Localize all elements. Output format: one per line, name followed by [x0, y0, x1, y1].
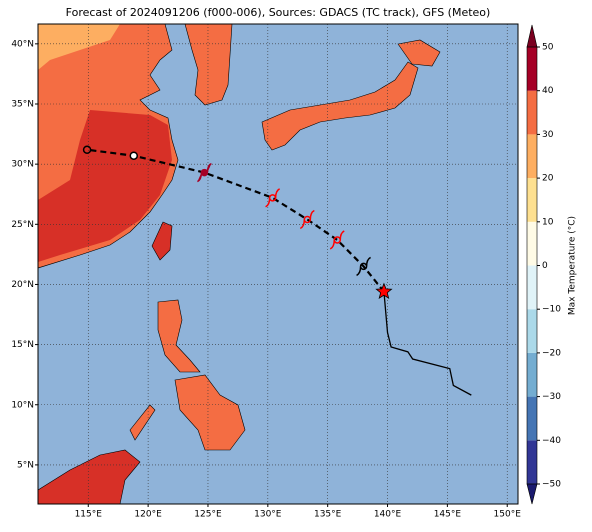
colorbar-tick-label: 0	[542, 261, 548, 271]
current-position	[375, 282, 393, 300]
taiwan	[151, 221, 173, 261]
china-warm	[38, 24, 120, 70]
visayas-mindanao	[174, 374, 246, 451]
forecast-point	[82, 145, 92, 154]
colorbar-label: Max Temperature (°C)	[568, 216, 578, 315]
colorbar-tick-label: −20	[542, 348, 561, 358]
y-tick-label: 20°N	[11, 280, 34, 290]
y-tick-label: 35°N	[11, 100, 34, 110]
colorbar-tick-label: 10	[542, 217, 554, 227]
x-tick-label: 115°E	[75, 510, 103, 520]
cyclone-symbol	[265, 188, 280, 208]
forecast-point	[129, 151, 139, 160]
y-tick-label: 10°N	[11, 400, 34, 410]
colorbar-band	[527, 134, 537, 179]
x-tick-label: 120°E	[134, 510, 162, 520]
y-tick-label: 40°N	[11, 39, 34, 49]
colorbar-band	[527, 178, 537, 222]
china-hot	[38, 110, 172, 262]
korea	[184, 24, 233, 106]
colorbar-tick-label: −50	[542, 480, 561, 490]
y-tick-label: 15°N	[11, 340, 34, 350]
colorbar-tick-label: −40	[542, 436, 561, 446]
land	[38, 24, 441, 504]
luzon	[157, 299, 201, 373]
title: Forecast of 2024091206 (f000-006), Sourc…	[66, 6, 491, 19]
observed-track	[383, 291, 472, 396]
y-tick-label: 30°N	[11, 160, 34, 170]
borneo	[38, 449, 141, 504]
colorbar-under	[526, 483, 538, 505]
x-tick-label: 130°E	[254, 510, 282, 520]
x-tick-label: 125°E	[194, 510, 222, 520]
colorbar-band	[527, 440, 537, 484]
cyclone-symbol	[196, 162, 212, 183]
colorbar-band	[527, 396, 537, 441]
x-tick-label: 145°E	[434, 510, 462, 520]
hokkaido	[397, 39, 441, 67]
palawan	[129, 404, 156, 441]
colorbar-band	[527, 352, 537, 397]
cyclone-symbol	[329, 230, 345, 250]
colorbar-band	[527, 90, 537, 135]
y-tick-label: 25°N	[11, 220, 34, 230]
y-tick-label: 5°N	[17, 460, 34, 470]
colorbar-band	[527, 47, 537, 91]
cyclone-symbol	[356, 256, 371, 277]
colorbar-tick-label: −30	[542, 392, 561, 402]
japan	[261, 61, 419, 151]
cyclone-symbol	[299, 209, 315, 230]
colorbar-band	[527, 221, 537, 266]
colorbar-tick-label: 40	[542, 86, 554, 96]
colorbar-tick-label: 50	[542, 43, 554, 53]
colorbar-band	[527, 309, 537, 353]
frame	[37, 23, 519, 505]
colorbar-band	[527, 265, 537, 310]
colorbar-tick-label: −10	[542, 305, 561, 315]
x-tick-label: 150°E	[494, 510, 522, 520]
x-tick-label: 140°E	[374, 510, 402, 520]
x-tick-label: 135°E	[314, 510, 342, 520]
colorbar-over	[526, 24, 538, 48]
colorbar-tick-label: 30	[542, 130, 554, 140]
colorbar-tick-label: 20	[542, 174, 554, 184]
forecast-track	[86, 148, 385, 293]
